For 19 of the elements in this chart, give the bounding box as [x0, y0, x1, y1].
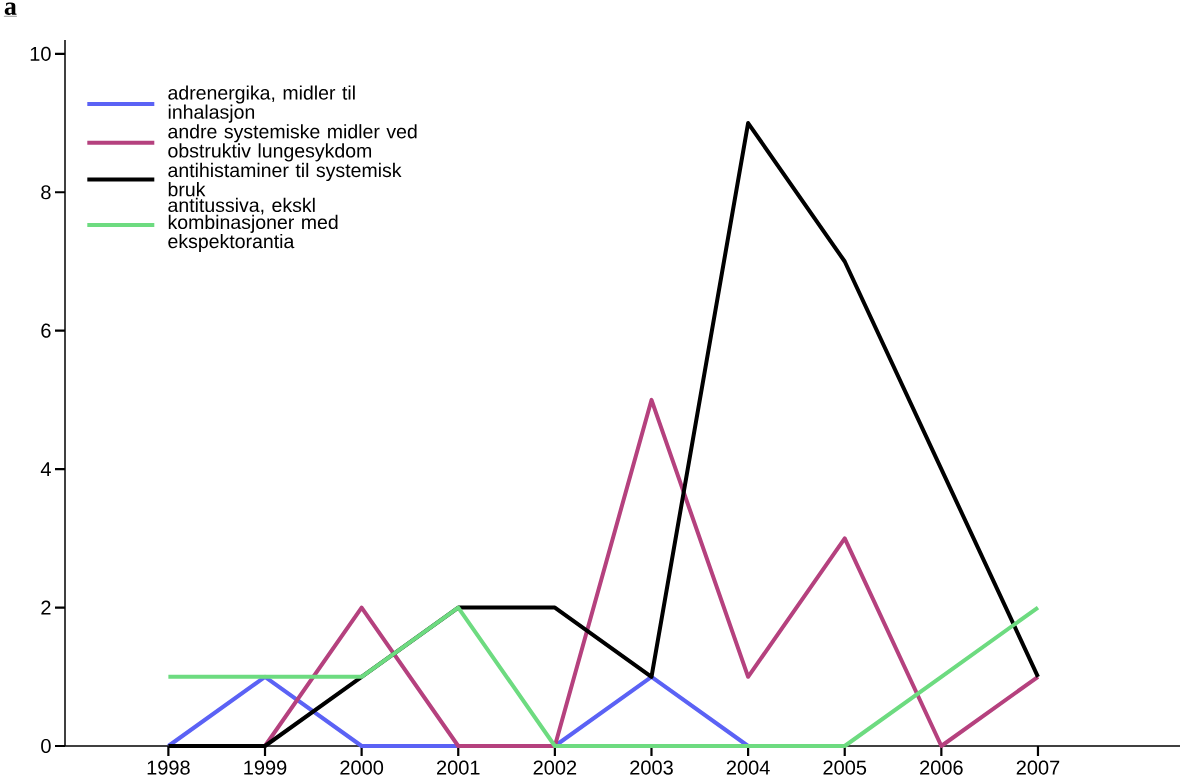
legend-label: antitussiva, ekskl kombinasjoner med ekspektorantia — [168, 197, 338, 253]
y-tick-label: 6 — [41, 323, 51, 338]
x-tick-label: 2005 — [823, 760, 867, 775]
x-tick-label: 1999 — [244, 760, 287, 775]
y-tick-label: 8 — [41, 185, 51, 200]
x-tick-label: 2002 — [533, 760, 577, 775]
x-tick-label: 2001 — [437, 760, 480, 775]
line-series — [263, 397, 1040, 748]
x-tick-label: 2006 — [920, 760, 963, 775]
y-tick-label: 4 — [40, 462, 51, 477]
y-tick-label: 10 — [30, 46, 51, 61]
x-tick-label: 2003 — [630, 760, 673, 775]
x-tick-label: 1998 — [147, 760, 190, 775]
x-tick-label: 2004 — [726, 760, 770, 775]
y-tick-label: 2 — [41, 600, 51, 615]
y-tick-label: 0 — [41, 738, 51, 754]
chart-title: a — [4, 2, 17, 15]
x-tick-label: 2000 — [340, 760, 384, 775]
x-tick-label: 2007 — [1016, 760, 1060, 775]
